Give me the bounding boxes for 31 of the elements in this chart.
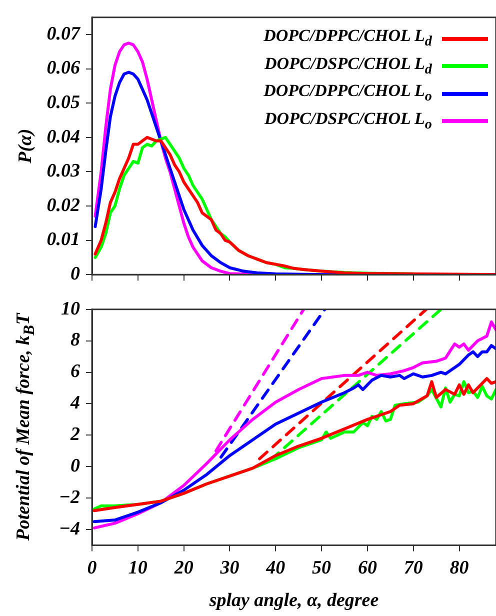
y-tick-label: 0 (70, 264, 80, 285)
x-tick-label: 70 (404, 558, 424, 579)
y-tick-label: 0.05 (46, 92, 80, 114)
y-tick-label: 8 (70, 330, 80, 351)
legend-label: DOPC/DSPC/CHOL L$_{d}$ (264, 52, 432, 80)
x-tick-label: 50 (312, 558, 332, 579)
y-tick-label: 0.07 (46, 23, 82, 44)
legend-label: DOPC/DPPC/CHOL L$_{o}$ (264, 80, 432, 107)
y-tick-label: 0 (70, 456, 80, 477)
y-tick-label: 10 (61, 298, 80, 320)
legend-label: DOPC/DPPC/CHOL L$_{d}$ (264, 25, 432, 52)
x-tick-label: 10 (128, 558, 148, 579)
x-tick-label: 80 (450, 558, 470, 579)
y-tick-label: 0.04 (46, 126, 80, 148)
y-tick-label: 6 (70, 361, 80, 382)
x-tick-label: 30 (219, 558, 240, 579)
x-tick-label: 20 (173, 558, 194, 579)
y-tick-label: 0.01 (46, 229, 80, 250)
x-axis-title: splay angle, α, degree (209, 590, 379, 612)
x-tick-label: 60 (358, 558, 378, 579)
legend-label: DOPC/DSPC/CHOL L$_{o}$ (264, 108, 432, 134)
y-tick-label: 0.06 (46, 58, 80, 79)
y-axis-title: P(α) (15, 128, 37, 164)
x-tick-label: 40 (265, 558, 286, 579)
x-tick-label: 0 (87, 558, 98, 579)
y-tick-label: 2 (70, 424, 80, 446)
y-tick-label: −4 (58, 518, 80, 540)
y-tick-label: 4 (70, 392, 80, 414)
y-tick-label: −2 (58, 486, 80, 508)
y-tick-label: 0.02 (46, 194, 80, 216)
y-tick-label: 0.03 (46, 160, 80, 182)
